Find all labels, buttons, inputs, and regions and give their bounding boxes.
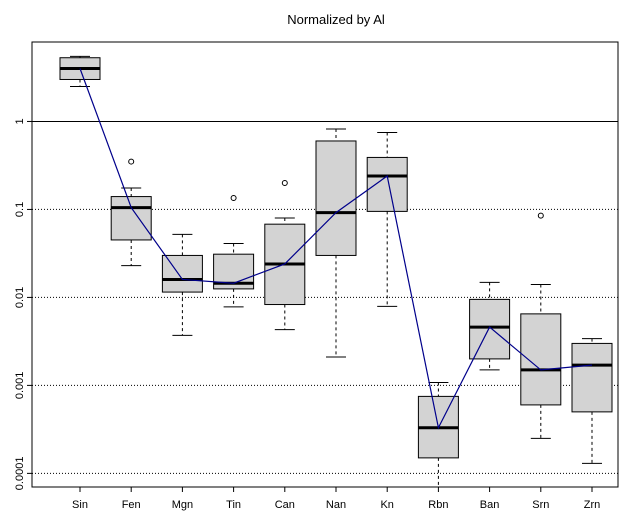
box-can [264, 179, 306, 331]
x-tick-label: Sin [72, 499, 88, 511]
y-tick-label: 0.001 [14, 372, 26, 400]
plot-frame [31, 41, 619, 488]
outlier-point [128, 158, 135, 165]
box-iqr [469, 298, 511, 360]
x-tick-label: Kn [380, 499, 393, 511]
y-tick-label: 0.0001 [14, 457, 26, 491]
outlier-point [537, 212, 544, 219]
x-axis: Sin Fen Mgn Tin Can Nan Kn Rbn Ban Srn Zrn [72, 487, 600, 511]
outlier-point [230, 194, 237, 201]
box-sin [59, 55, 101, 87]
box-tin [213, 194, 255, 308]
box-srn [520, 212, 562, 439]
box-kn [366, 131, 408, 307]
box-rbn [417, 381, 459, 488]
box-iqr [520, 313, 562, 406]
x-tick-label: Rbn [428, 499, 448, 511]
x-tick-label: Mgn [172, 499, 193, 511]
x-tick-label: Zrn [584, 499, 601, 511]
box-iqr [161, 254, 203, 293]
reference-lines [32, 120, 618, 474]
y-tick-label: 0.01 [14, 287, 26, 308]
median-line [79, 68, 593, 430]
y-tick-label: 0.1 [14, 202, 26, 217]
box-iqr [110, 196, 152, 241]
chart-title: Normalized by Al [287, 12, 385, 27]
x-tick-label: Srn [532, 499, 549, 511]
box-ban [469, 281, 511, 371]
box-iqr [571, 342, 613, 413]
x-tick-label: Nan [326, 499, 346, 511]
x-tick-label: Ban [480, 499, 500, 511]
y-axis: 0.0001 0.001 0.01 0.1 1 [14, 118, 32, 490]
box-nan [315, 128, 357, 358]
box-zrn [571, 338, 613, 464]
box-iqr [315, 140, 357, 256]
boxes [59, 55, 613, 488]
outlier-point [281, 179, 288, 186]
box-fen [110, 158, 152, 267]
y-tick-label: 1 [14, 118, 26, 124]
median-connector [79, 68, 593, 430]
box-mgn [161, 233, 203, 336]
x-tick-label: Tin [226, 499, 241, 511]
x-tick-label: Fen [122, 499, 141, 511]
box-iqr [366, 156, 408, 212]
x-tick-label: Can [275, 499, 295, 511]
